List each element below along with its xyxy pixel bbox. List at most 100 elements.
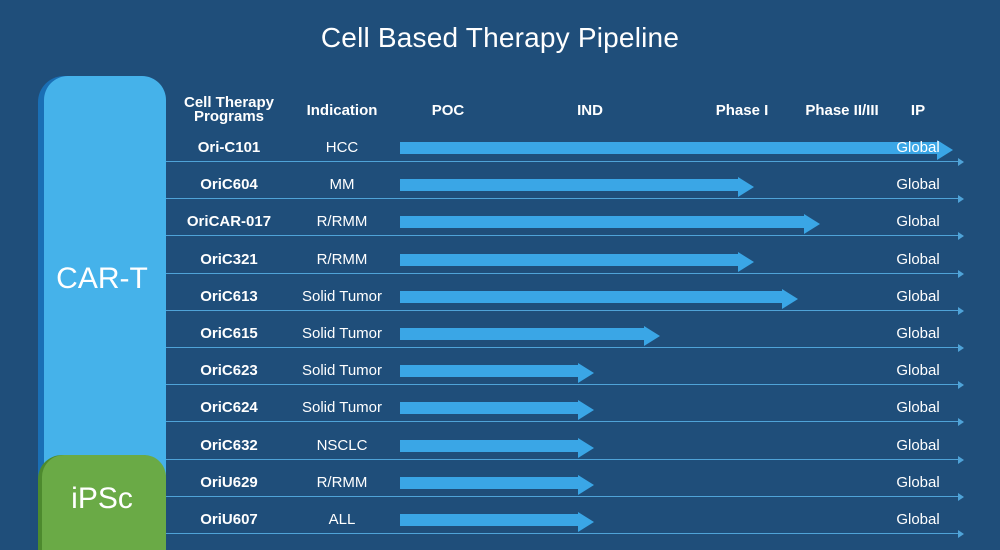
progress-arrow: [400, 214, 820, 235]
row-divider-arrow: [958, 232, 964, 241]
row-divider-arrow: [958, 455, 964, 464]
row-divider: [166, 533, 958, 534]
header-poc: POC: [431, 102, 465, 119]
program-name: OriU629: [200, 473, 258, 491]
progress-arrow-head: [738, 251, 754, 272]
car-t-label: CAR-T: [56, 262, 148, 295]
progress-arrow-head: [738, 177, 754, 198]
program-name: OriC624: [200, 399, 258, 417]
pipeline-row: OriU607 ALL Global: [166, 510, 966, 540]
row-divider-arrow: [958, 381, 964, 390]
row-divider: [166, 309, 958, 311]
pipeline-row: OriC623 Solid Tumor Global: [166, 361, 966, 391]
row-divider-arrow: [958, 418, 964, 427]
progress-arrow-head: [782, 288, 798, 309]
row-divider-arrow: [958, 344, 964, 352]
ip-region: Global: [896, 399, 940, 417]
ipsc-label: iPSc: [71, 482, 133, 515]
ipsc-block: [42, 455, 166, 550]
row-divider-arrow: [958, 195, 964, 204]
program-name: OriCAR-017: [186, 213, 272, 231]
ip-region: Global: [896, 436, 940, 454]
row-divider: [166, 384, 958, 386]
ip-region: Global: [896, 511, 940, 528]
progress-arrow-head: [937, 140, 953, 160]
pipeline-row: OriC632 NSCLC Global: [166, 436, 966, 466]
indication: R/RMM: [316, 473, 368, 491]
ip-region: Global: [896, 213, 940, 231]
progress-arrow: [400, 288, 798, 309]
ip-region: Global: [896, 325, 940, 342]
row-divider: [166, 421, 958, 423]
program-name: OriC604: [200, 176, 258, 194]
row-divider: [166, 235, 958, 237]
indication: R/RMM: [316, 250, 368, 268]
pipeline-row: OriC321 R/RMM Global: [166, 250, 966, 280]
pipeline-row: OriC604 MM Global: [166, 175, 966, 205]
row-divider: [166, 495, 958, 497]
ip-region: Global: [896, 139, 940, 156]
indication: ALL: [328, 511, 356, 528]
progress-arrow: [400, 251, 754, 272]
progress-arrow-head: [578, 437, 594, 458]
header-indication: Indication: [306, 102, 378, 119]
progress-arrow-head: [578, 512, 594, 532]
ip-region: Global: [896, 176, 940, 194]
program-name: OriU607: [200, 511, 258, 528]
header-ip: IP: [910, 102, 926, 119]
pipeline-row: OriC624 Solid Tumor Global: [166, 398, 966, 428]
ip-region: Global: [896, 362, 940, 380]
pipeline-row: Ori-C101 HCC Global: [166, 138, 966, 168]
progress-arrow-head: [578, 400, 594, 421]
program-name: OriC623: [200, 362, 258, 380]
page-title: Cell Based Therapy Pipeline: [320, 22, 680, 53]
pipeline-row: OriCAR-017 R/RMM Global: [166, 212, 966, 242]
row-divider: [166, 161, 958, 162]
indication: HCC: [325, 139, 359, 156]
indication: Solid Tumor: [301, 399, 383, 417]
header-phase-2-3: Phase II/III: [805, 102, 879, 119]
pipeline-row: OriC613 Solid Tumor Global: [166, 287, 966, 317]
program-name: OriC632: [200, 436, 258, 454]
indication: NSCLC: [316, 436, 368, 454]
ip-region: Global: [896, 287, 940, 305]
progress-arrow: [400, 140, 953, 160]
pipeline-row: OriC615 Solid Tumor Global: [166, 324, 966, 354]
indication: R/RMM: [316, 213, 368, 231]
indication: Solid Tumor: [301, 362, 383, 380]
program-name: OriC615: [200, 325, 258, 342]
ip-region: Global: [896, 250, 940, 268]
progress-arrow: [400, 474, 594, 495]
row-divider-arrow: [958, 269, 964, 278]
progress-arrow: [400, 177, 754, 198]
progress-arrow-head: [644, 326, 660, 346]
row-divider: [166, 198, 958, 200]
indication: Solid Tumor: [301, 287, 383, 305]
row-divider: [166, 272, 958, 274]
progress-arrow-head: [578, 363, 594, 384]
program-name: Ori-C101: [197, 139, 261, 156]
progress-arrow-head: [804, 214, 820, 235]
progress-arrow-head: [578, 474, 594, 495]
pipeline-row: OriU629 R/RMM Global: [166, 473, 966, 503]
progress-arrow: [400, 437, 594, 458]
indication: MM: [329, 176, 355, 194]
row-divider-arrow: [958, 530, 964, 538]
header-programs: Cell Therapy Programs: [183, 94, 275, 125]
row-divider: [166, 458, 958, 460]
row-divider-arrow: [958, 158, 964, 166]
row-divider: [166, 347, 958, 348]
ip-region: Global: [896, 473, 940, 491]
progress-arrow: [400, 512, 594, 532]
indication: Solid Tumor: [301, 325, 383, 342]
progress-arrow: [400, 400, 594, 421]
program-name: OriC321: [200, 250, 258, 268]
row-divider-arrow: [958, 492, 964, 501]
program-name: OriC613: [200, 287, 258, 305]
header-ind: IND: [577, 102, 603, 119]
row-divider-arrow: [958, 306, 964, 315]
progress-arrow: [400, 363, 594, 384]
progress-arrow: [400, 326, 660, 346]
header-phase-1: Phase I: [715, 102, 769, 119]
